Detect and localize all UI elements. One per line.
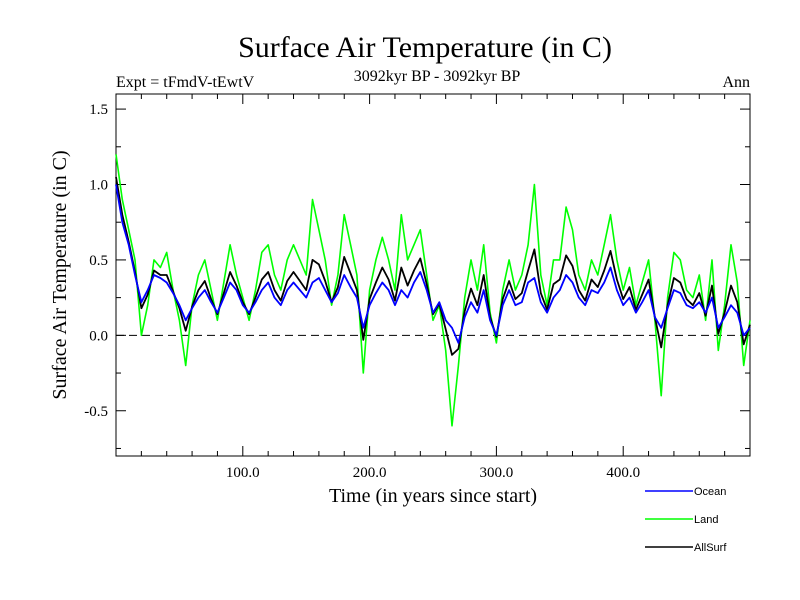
series-line-allsurf xyxy=(115,176,751,356)
series-group xyxy=(115,154,751,427)
y-tick-label: -0.5 xyxy=(84,404,108,420)
chart-subtitle: 3092kyr BP - 3092kyr BP xyxy=(354,68,521,85)
y-axis-label: Surface Air Temperature (in C) xyxy=(49,150,71,399)
plot-frame xyxy=(115,93,751,457)
season-label: Ann xyxy=(722,74,750,91)
series-line-land xyxy=(115,154,751,427)
legend-label-ocean: Ocean xyxy=(694,486,726,498)
y-tick-label: 0.5 xyxy=(89,253,108,269)
chart-title: Surface Air Temperature (in C) xyxy=(238,31,612,64)
x-tick-label: 400.0 xyxy=(606,465,640,481)
x-tick-label: 300.0 xyxy=(480,465,514,481)
legend: Ocean Land AllSurf xyxy=(645,486,727,554)
x-tick-label: 200.0 xyxy=(353,465,387,481)
legend-label-land: Land xyxy=(694,514,718,526)
series-line-ocean xyxy=(115,184,751,344)
y-tick-label: 0.0 xyxy=(89,328,108,344)
y-tick-label: 1.0 xyxy=(89,178,108,194)
legend-label-allsurf: AllSurf xyxy=(694,542,727,554)
x-axis-label: Time (in years since start) xyxy=(329,485,537,507)
axis-ticks: 100.0 200.0 300.0 400.0 -0.5 0.0 0.5 1.0 1.5 xyxy=(84,94,750,481)
y-tick-label: 1.5 xyxy=(89,102,108,118)
x-tick-label: 100.0 xyxy=(226,465,260,481)
experiment-label: Expt = tFmdV-tEwtV xyxy=(116,74,255,91)
